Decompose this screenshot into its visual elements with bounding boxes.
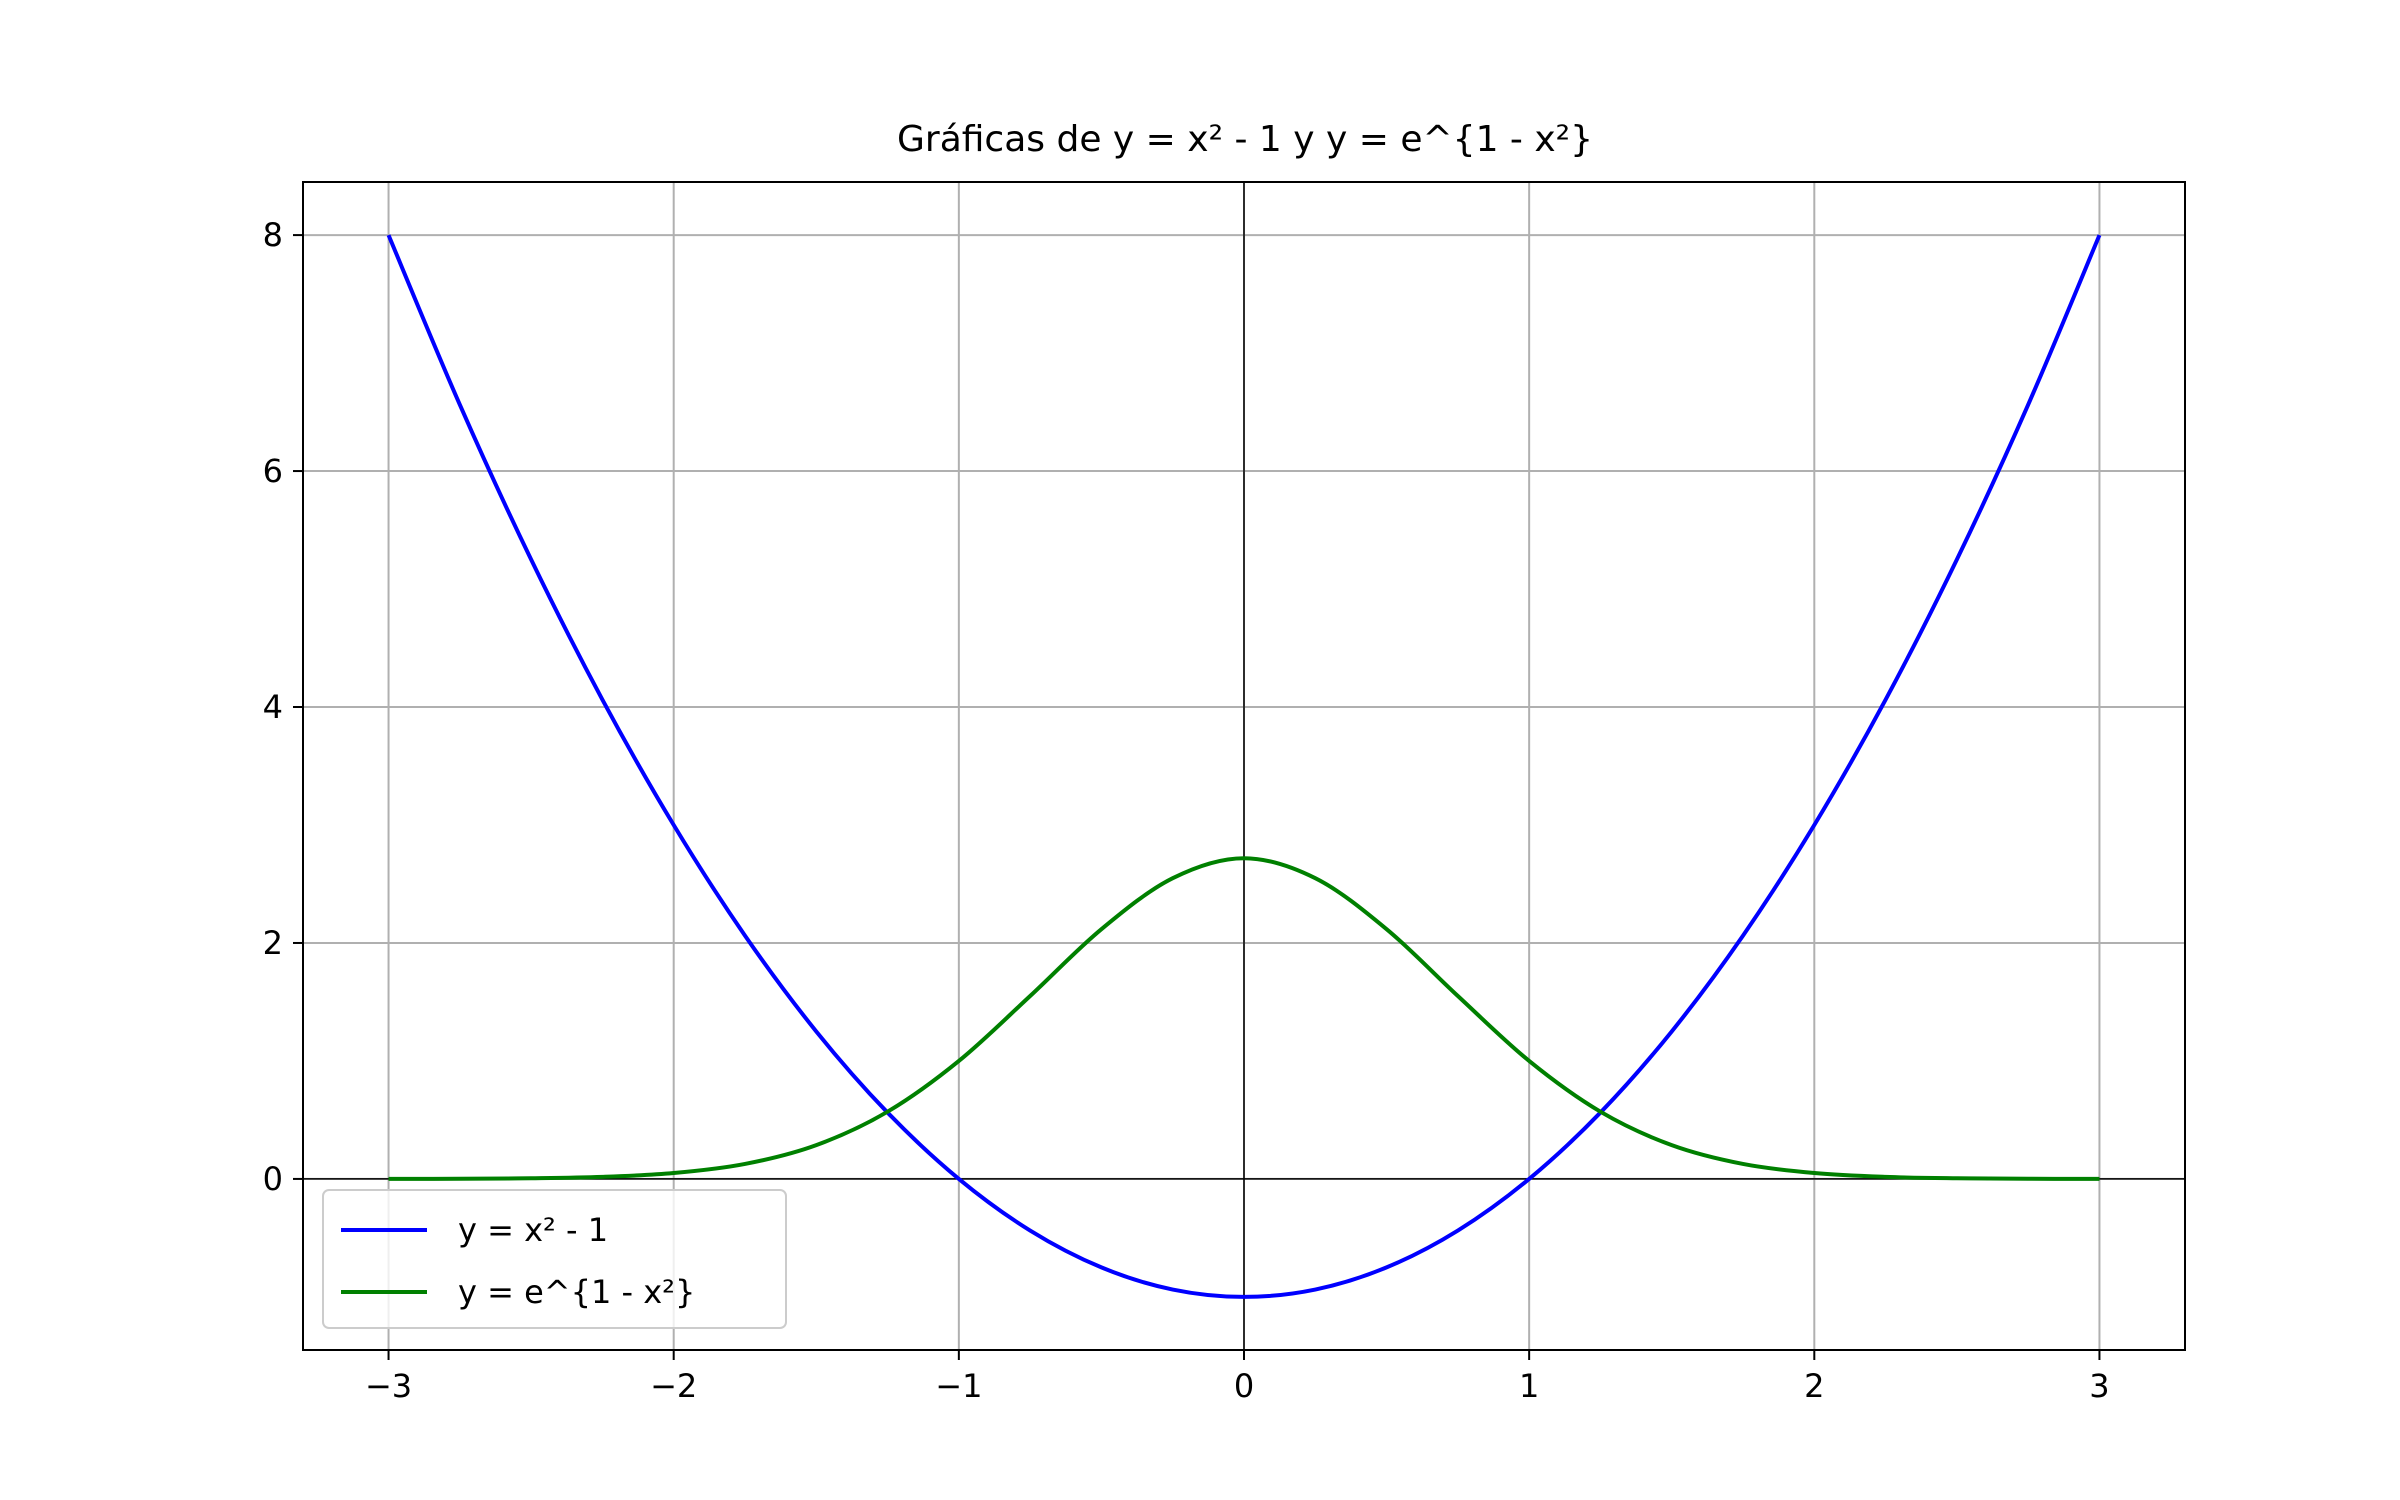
y-tick-label: 8	[263, 216, 283, 254]
legend: y = x² - 1 y = e^{1 - x²}	[322, 1189, 787, 1329]
x-tick-label: −3	[365, 1367, 412, 1405]
x-tick-label: −2	[650, 1367, 697, 1405]
y-axis: 0 2 4 6 8	[263, 216, 303, 1198]
y-tick-label: 6	[263, 452, 283, 490]
x-tick-label: 0	[1234, 1367, 1254, 1405]
x-tick-label: −1	[935, 1367, 982, 1405]
y-tick-label: 4	[263, 688, 283, 726]
chart-title: Gráficas de y = x² - 1 y y = e^{1 - x²}	[897, 119, 1593, 160]
y-tick-label: 0	[263, 1160, 283, 1198]
legend-label: y = e^{1 - x²}	[458, 1273, 695, 1311]
x-tick-label: 2	[1804, 1367, 1824, 1405]
x-axis: −3 −2 −1 0 1 2 3	[365, 1350, 2110, 1405]
reference-lines	[303, 182, 2185, 1350]
legend-label: y = x² - 1	[458, 1211, 608, 1249]
series-layer	[386, 234, 2102, 1299]
legend-box	[322, 1189, 787, 1329]
x-tick-label: 3	[2089, 1367, 2109, 1405]
x-tick-label: 1	[1519, 1367, 1539, 1405]
series-line-1	[386, 234, 2102, 1299]
y-tick-label: 2	[263, 924, 283, 962]
series-line-2	[388, 856, 2100, 1181]
